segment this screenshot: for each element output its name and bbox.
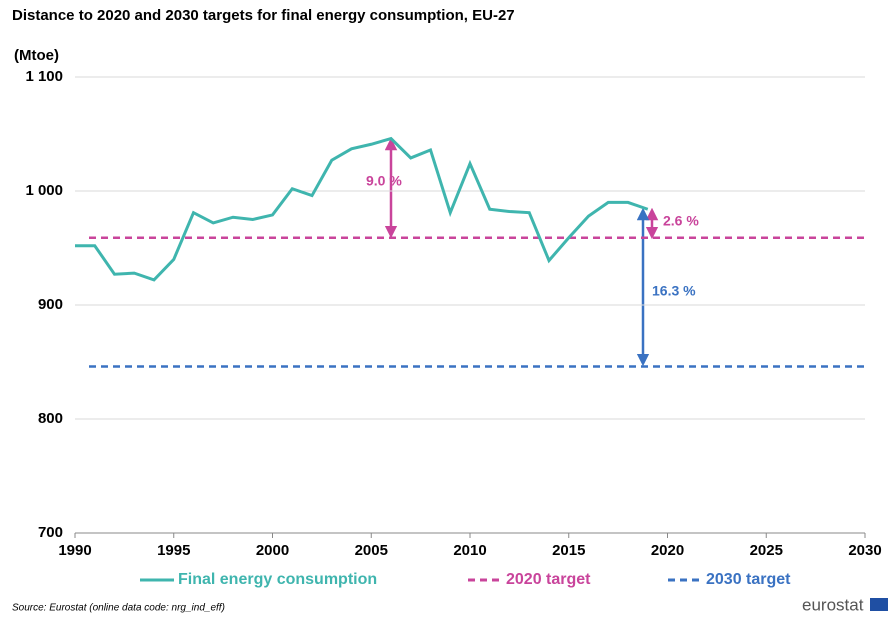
chart-title: Distance to 2020 and 2030 targets for fi…	[12, 7, 515, 24]
annotation: 9.0 %	[366, 173, 402, 189]
legend-label: 2020 target	[506, 571, 591, 588]
x-tick-label: 2010	[453, 542, 486, 559]
logo-text: eurostat	[802, 595, 864, 614]
y-tick-label: 1 000	[25, 182, 63, 199]
x-tick-label: 2000	[256, 542, 289, 559]
y-axis-label: (Mtoe)	[14, 47, 59, 64]
annotation: 16.3 %	[652, 283, 696, 299]
source: Source: Eurostat (online data code: nrg_…	[12, 603, 225, 614]
x-tick-label: 1990	[58, 542, 91, 559]
arrows	[384, 137, 659, 367]
x-tick-label: 2025	[750, 542, 783, 559]
legend-label: Final energy consumption	[178, 571, 377, 588]
logo-flag	[870, 598, 888, 611]
annotation: 2.6 %	[663, 213, 699, 229]
legend-label: 2030 target	[706, 571, 791, 588]
x-tick-label: 2005	[355, 542, 388, 559]
y-tick-label: 1 100	[25, 68, 63, 85]
data-line	[75, 136, 649, 282]
x-tick-label: 1995	[157, 542, 190, 559]
x-tick-label: 2020	[651, 542, 684, 559]
y-tick-label: 900	[38, 296, 63, 313]
y-tick-label: 700	[38, 524, 63, 541]
y-tick-label: 800	[38, 410, 63, 427]
x-tick-label: 2030	[848, 542, 881, 559]
x-tick-label: 2015	[552, 542, 585, 559]
